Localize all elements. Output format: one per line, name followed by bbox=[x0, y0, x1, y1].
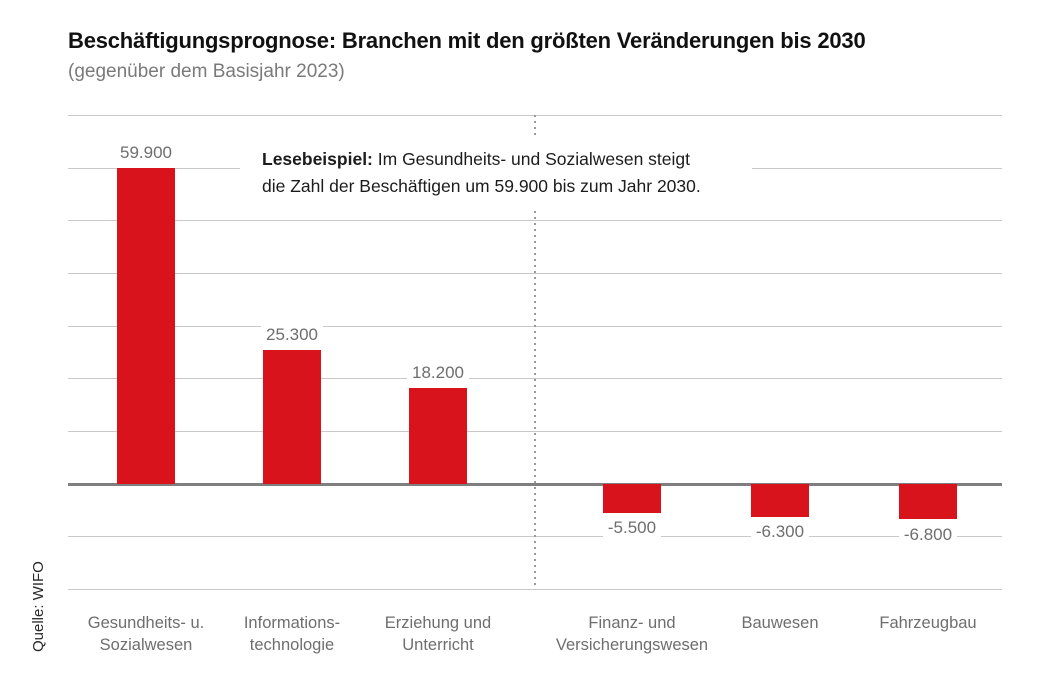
category-axis: Gesundheits- u. Sozialwesen Informations-t… bbox=[68, 612, 1002, 662]
category-label-informationstechnologie: Informations-technologie bbox=[243, 614, 341, 654]
annotation-line2: die Zahl der Beschäftigen um 59.900 bis … bbox=[262, 176, 701, 196]
category-label-erziehung-und-unterricht: Erziehung und Unterricht bbox=[384, 614, 492, 654]
value-label-gesundheits-u-sozialwesen: 59.900 bbox=[86, 143, 206, 164]
category-label-gesundheits-u-sozialwesen: Gesundheits- u. Sozialwesen bbox=[87, 614, 205, 654]
category-label-fahrzeugbau: Fahrzeugbau bbox=[879, 614, 977, 632]
page-subtitle: (gegenüber dem Basisjahr 2023) bbox=[68, 61, 345, 82]
bar-bauwesen bbox=[751, 483, 809, 517]
value-label-finanz-und-versicherungswesen: -5.500 bbox=[572, 517, 692, 538]
page-title: Beschäftigungsprognose: Branchen mit den… bbox=[68, 28, 866, 53]
value-label-fahrzeugbau: -6.800 bbox=[868, 524, 988, 545]
chart-header: Beschäftigungsprognose: Branchen mit den… bbox=[68, 28, 1008, 83]
bar-gesundheits-u-sozialwesen bbox=[117, 168, 175, 484]
annotation-label: Lesebeispiel: bbox=[262, 149, 373, 169]
category-label-bauwesen: Bauwesen bbox=[741, 614, 819, 632]
bar-chart-plot: 59.900 25.300 18.200 -5.500 -6.300 -6.800 bbox=[68, 115, 1002, 590]
divider-dotted-line bbox=[534, 115, 536, 589]
bar-erziehung-und-unterricht bbox=[409, 387, 467, 484]
annotation-box: Lesebeispiel: Im Gesundheits- und Sozial… bbox=[240, 136, 752, 210]
value-label-informationstechnologie: 25.300 bbox=[232, 325, 352, 346]
value-label-bauwesen: -6.300 bbox=[720, 521, 840, 542]
value-label-erziehung-und-unterricht: 18.200 bbox=[378, 362, 498, 383]
category-label-finanz-und-versicherungswesen: Finanz- und Versicherungswesen bbox=[555, 614, 709, 654]
bar-fahrzeugbau bbox=[899, 483, 957, 520]
annotation-line1: Im Gesundheits- und Sozialwesen steigt bbox=[377, 149, 691, 169]
source-label: Quelle: WIFO bbox=[30, 561, 47, 652]
gridline bbox=[68, 589, 1002, 590]
bar-informationstechnologie bbox=[263, 350, 321, 484]
bar-finanz-und-versicherungswesen bbox=[603, 483, 661, 513]
